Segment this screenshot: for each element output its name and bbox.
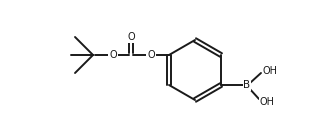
Text: O: O — [109, 50, 117, 60]
Text: O: O — [127, 32, 135, 42]
Text: OH: OH — [263, 66, 278, 76]
Text: OH: OH — [260, 97, 275, 107]
Text: B: B — [243, 80, 250, 90]
Text: O: O — [147, 50, 155, 60]
